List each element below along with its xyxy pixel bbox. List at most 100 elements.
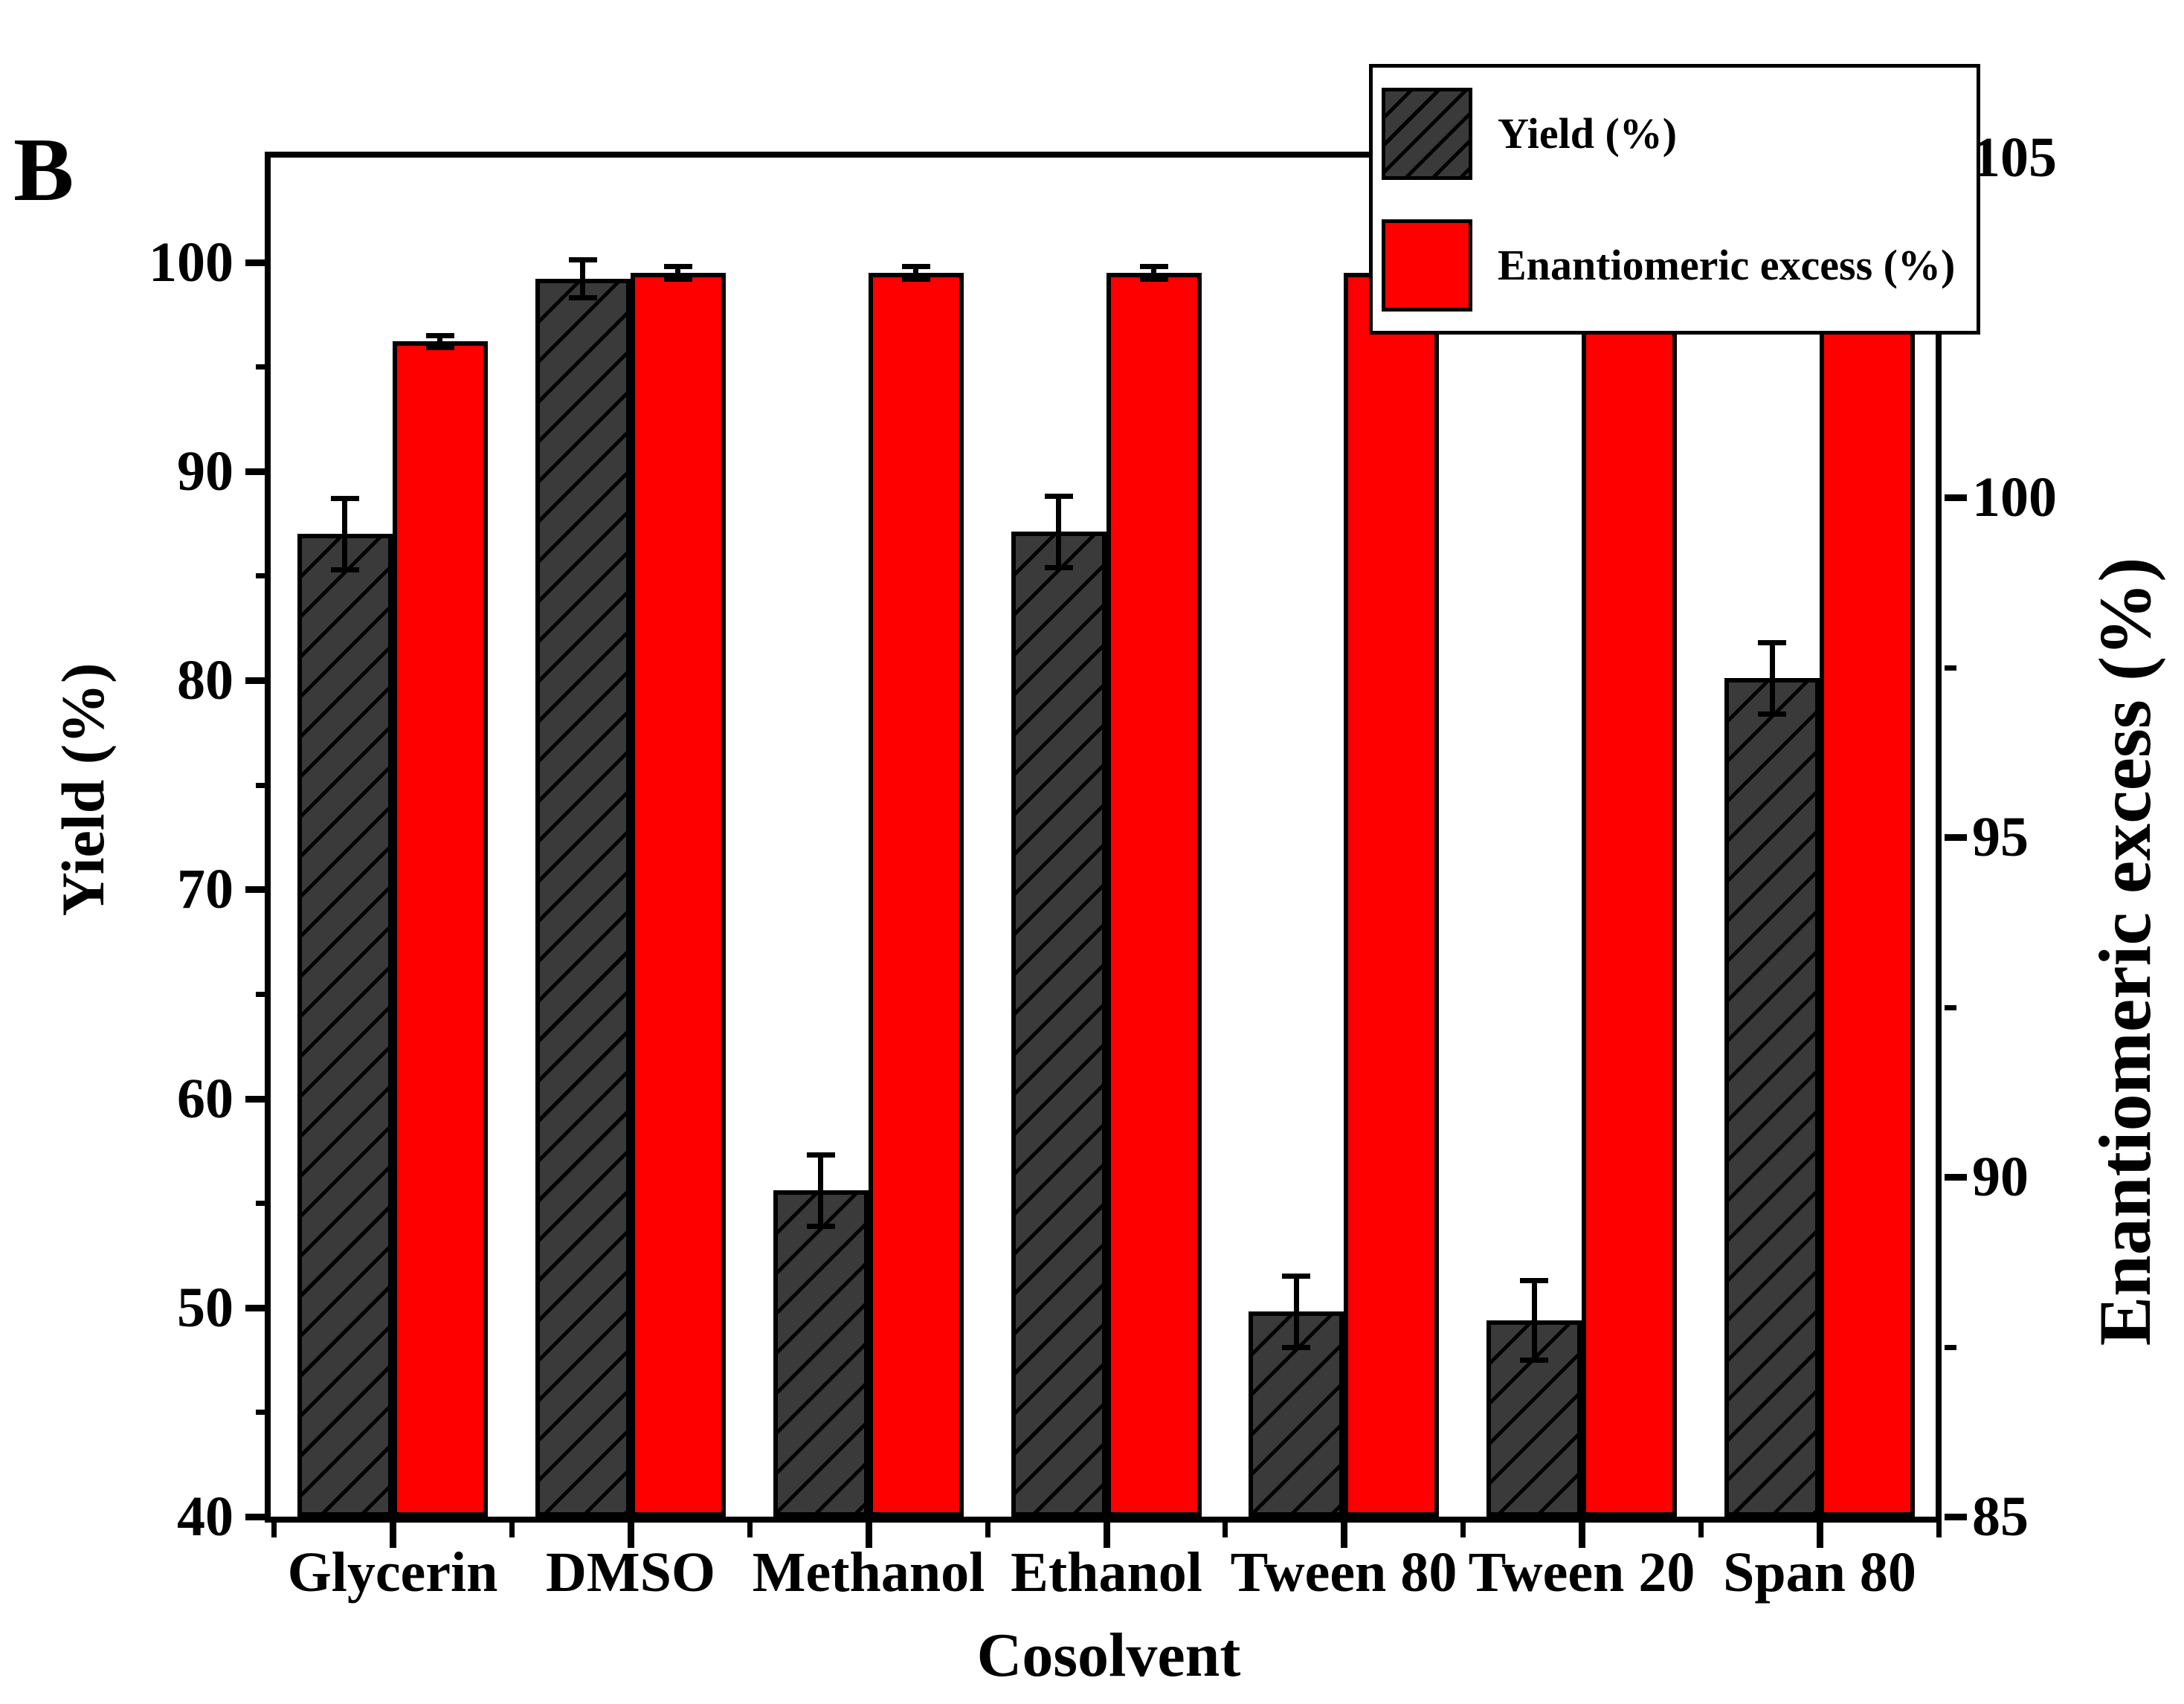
bar-yield-span-80 bbox=[1724, 678, 1820, 1517]
y-right-tick-label: 105 bbox=[1972, 126, 2057, 189]
error-bar-cap-top bbox=[569, 257, 597, 262]
y-right-tick-label: 85 bbox=[1972, 1485, 2029, 1548]
y-axis-title-right: Enantiomeric excess (%) bbox=[2084, 557, 2166, 1346]
x-minor-tick bbox=[985, 1523, 990, 1537]
x-category-label: Ethanol bbox=[1011, 1541, 1202, 1604]
error-bar-cap-bottom bbox=[1282, 1345, 1310, 1350]
error-bar-cap-bottom bbox=[1520, 1358, 1548, 1363]
error-bar-cap-bottom bbox=[807, 1224, 835, 1229]
y-right-tick-label: 90 bbox=[1972, 1146, 2029, 1208]
y-left-tick-label: 40 bbox=[177, 1485, 233, 1548]
error-bar-cap-top bbox=[331, 496, 359, 501]
error-bar-line bbox=[342, 498, 347, 569]
error-bar-cap-top bbox=[807, 1152, 835, 1158]
y-right-minor-tick bbox=[1945, 1345, 1956, 1350]
y-left-tick-label: 80 bbox=[177, 649, 233, 711]
y-left-major-tick bbox=[245, 1305, 268, 1311]
y-left-tick-label: 100 bbox=[149, 231, 233, 294]
error-bar-cap-bottom bbox=[1758, 711, 1786, 717]
error-bar-cap-top bbox=[664, 264, 692, 269]
y-right-major-tick bbox=[1945, 1514, 1967, 1520]
error-bar-cap-bottom bbox=[426, 345, 454, 350]
bar-ee-methanol bbox=[869, 273, 964, 1517]
y-left-major-tick bbox=[245, 1514, 268, 1520]
x-major-tick bbox=[866, 1523, 872, 1548]
y-right-minor-tick bbox=[1945, 1005, 1956, 1010]
bar-yield-tween-80 bbox=[1249, 1311, 1344, 1517]
bar-yield-methanol bbox=[773, 1190, 869, 1517]
x-minor-tick bbox=[747, 1523, 753, 1537]
bar-yield-ethanol bbox=[1011, 532, 1107, 1517]
ee-swatch bbox=[1382, 219, 1472, 312]
x-axis-title: Cosolvent bbox=[976, 1621, 1241, 1690]
y-left-minor-tick bbox=[256, 1201, 268, 1206]
error-bar-cap-top bbox=[902, 264, 930, 269]
error-bar-cap-top bbox=[1140, 264, 1168, 269]
error-bar-cap-top bbox=[1045, 494, 1073, 499]
bar-ee-ethanol bbox=[1107, 273, 1202, 1517]
x-category-label: DMSO bbox=[546, 1541, 715, 1604]
y-right-tick-label: 100 bbox=[1972, 466, 2057, 529]
error-bar-line bbox=[1532, 1280, 1537, 1360]
y-left-major-tick bbox=[245, 468, 268, 475]
y-left-major-tick bbox=[245, 886, 268, 893]
error-bar-line bbox=[675, 266, 680, 279]
bar-ee-span-80 bbox=[1820, 273, 1915, 1517]
legend-label-yield: Yield (%) bbox=[1498, 109, 1678, 158]
error-bar-cap-bottom bbox=[902, 277, 930, 282]
x-minor-tick bbox=[1223, 1523, 1228, 1537]
x-major-tick bbox=[628, 1523, 634, 1548]
x-minor-tick bbox=[1936, 1523, 1942, 1537]
bar-ee-tween-20 bbox=[1582, 273, 1677, 1517]
error-bar-cap-bottom bbox=[331, 567, 359, 572]
legend-item-ee: Enantiomeric excess (%) bbox=[1382, 219, 1977, 312]
error-bar-line bbox=[1056, 497, 1061, 568]
error-bar-line bbox=[818, 1155, 823, 1226]
y-left-tick-label: 70 bbox=[177, 858, 233, 920]
y-left-minor-tick bbox=[256, 1410, 268, 1415]
x-minor-tick bbox=[1698, 1523, 1704, 1537]
error-bar-line bbox=[580, 260, 585, 298]
y-axis-title-left: Yield (%) bbox=[49, 662, 117, 917]
x-major-tick bbox=[1817, 1523, 1823, 1548]
error-bar-line bbox=[1294, 1277, 1299, 1348]
y-left-minor-tick bbox=[256, 364, 268, 369]
legend: Yield (%) Enantiomeric excess (%) bbox=[1369, 64, 1980, 335]
y-left-minor-tick bbox=[256, 783, 268, 788]
x-major-tick bbox=[1104, 1523, 1110, 1548]
bar-ee-glycerin bbox=[393, 341, 488, 1517]
x-major-tick bbox=[1341, 1523, 1347, 1548]
bar-yield-glycerin bbox=[297, 534, 393, 1517]
error-bar-line bbox=[1151, 266, 1156, 279]
y-left-tick-label: 50 bbox=[177, 1277, 233, 1339]
x-major-tick bbox=[390, 1523, 396, 1548]
x-minor-tick bbox=[1460, 1523, 1466, 1537]
y-left-tick-label: 60 bbox=[177, 1068, 233, 1130]
y-right-major-tick bbox=[1945, 834, 1967, 841]
x-category-label: Span 80 bbox=[1723, 1541, 1916, 1604]
error-bar-cap-top bbox=[1758, 640, 1786, 645]
error-bar-cap-bottom bbox=[664, 277, 692, 282]
error-bar-line bbox=[913, 266, 918, 279]
y-right-major-tick bbox=[1945, 1174, 1967, 1181]
error-bar-cap-bottom bbox=[1045, 565, 1073, 570]
error-bar-cap-bottom bbox=[569, 295, 597, 300]
error-bar-cap-bottom bbox=[1140, 277, 1168, 282]
error-bar-cap-top bbox=[1520, 1278, 1548, 1283]
yield-swatch bbox=[1382, 87, 1472, 180]
y-left-tick-label: 90 bbox=[177, 440, 233, 503]
y-right-major-tick bbox=[1945, 494, 1967, 501]
bar-ee-tween-80 bbox=[1344, 273, 1439, 1517]
bar-ee-dmso bbox=[631, 273, 726, 1517]
y-right-tick-label: 95 bbox=[1972, 806, 2029, 868]
error-bar-line bbox=[1770, 642, 1775, 714]
y-left-major-tick bbox=[245, 1096, 268, 1103]
x-minor-tick bbox=[271, 1523, 277, 1537]
y-left-major-tick bbox=[245, 677, 268, 684]
legend-label-ee: Enantiomeric excess (%) bbox=[1498, 241, 1956, 289]
error-bar-cap-top bbox=[426, 333, 454, 338]
x-category-label: Tween 80 bbox=[1230, 1541, 1457, 1604]
error-bar-line bbox=[437, 335, 442, 348]
